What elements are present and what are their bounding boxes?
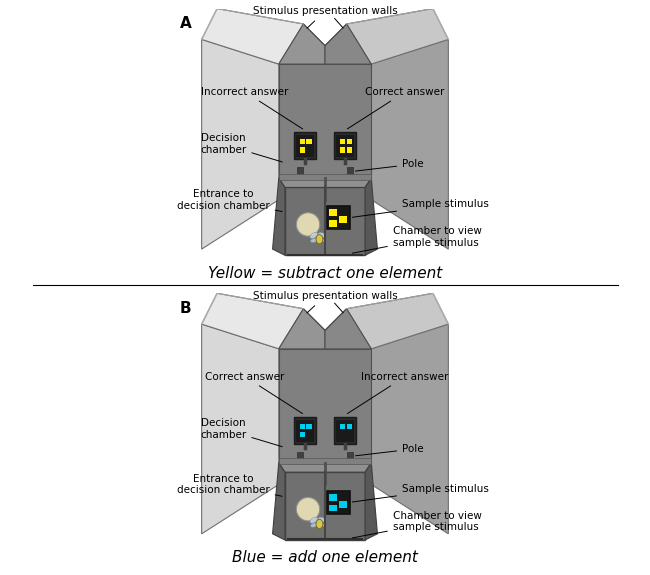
Polygon shape bbox=[279, 174, 371, 180]
Ellipse shape bbox=[310, 518, 318, 523]
Polygon shape bbox=[371, 40, 448, 249]
Text: Correct answer: Correct answer bbox=[347, 87, 445, 129]
Text: Correct answer: Correct answer bbox=[205, 371, 303, 413]
Circle shape bbox=[296, 497, 320, 521]
FancyBboxPatch shape bbox=[300, 424, 306, 429]
Text: Incorrect answer: Incorrect answer bbox=[347, 371, 449, 413]
Polygon shape bbox=[202, 40, 279, 249]
FancyBboxPatch shape bbox=[347, 167, 353, 178]
Text: Yellow = subtract one element: Yellow = subtract one element bbox=[208, 266, 442, 281]
Text: Incorrect answer: Incorrect answer bbox=[201, 87, 303, 129]
FancyBboxPatch shape bbox=[294, 132, 316, 159]
FancyBboxPatch shape bbox=[296, 420, 314, 442]
Text: Entrance to
decision chamber: Entrance to decision chamber bbox=[177, 474, 282, 496]
Text: Decision
chamber: Decision chamber bbox=[200, 418, 282, 447]
Text: Chamber to view
sample stimulus: Chamber to view sample stimulus bbox=[352, 226, 482, 253]
FancyBboxPatch shape bbox=[336, 420, 354, 442]
FancyBboxPatch shape bbox=[346, 139, 352, 144]
FancyBboxPatch shape bbox=[340, 139, 345, 144]
Polygon shape bbox=[279, 458, 371, 465]
Polygon shape bbox=[371, 324, 448, 534]
Text: Decision
chamber: Decision chamber bbox=[200, 133, 282, 162]
FancyBboxPatch shape bbox=[346, 424, 352, 429]
FancyBboxPatch shape bbox=[339, 501, 347, 508]
Text: Stimulus presentation walls: Stimulus presentation walls bbox=[253, 6, 397, 28]
FancyBboxPatch shape bbox=[329, 220, 337, 227]
FancyBboxPatch shape bbox=[329, 209, 337, 216]
Polygon shape bbox=[272, 178, 285, 255]
FancyBboxPatch shape bbox=[300, 147, 306, 152]
Polygon shape bbox=[279, 309, 325, 349]
FancyBboxPatch shape bbox=[347, 452, 353, 463]
Ellipse shape bbox=[310, 232, 318, 239]
Text: Entrance to
decision chamber: Entrance to decision chamber bbox=[177, 189, 282, 212]
FancyBboxPatch shape bbox=[300, 432, 306, 438]
Polygon shape bbox=[202, 324, 279, 534]
Polygon shape bbox=[272, 463, 285, 540]
Polygon shape bbox=[279, 463, 371, 472]
FancyBboxPatch shape bbox=[346, 147, 352, 152]
Text: Pole: Pole bbox=[356, 444, 424, 456]
FancyBboxPatch shape bbox=[326, 206, 350, 229]
FancyBboxPatch shape bbox=[296, 135, 314, 157]
FancyBboxPatch shape bbox=[339, 216, 347, 223]
FancyBboxPatch shape bbox=[336, 135, 354, 157]
Circle shape bbox=[296, 213, 320, 236]
Ellipse shape bbox=[318, 518, 326, 522]
Ellipse shape bbox=[311, 239, 317, 243]
FancyBboxPatch shape bbox=[340, 147, 345, 152]
Polygon shape bbox=[202, 9, 304, 64]
FancyBboxPatch shape bbox=[285, 187, 365, 255]
FancyBboxPatch shape bbox=[307, 424, 312, 429]
Text: Stimulus presentation walls: Stimulus presentation walls bbox=[253, 291, 397, 313]
FancyBboxPatch shape bbox=[285, 472, 365, 540]
Text: Sample stimulus: Sample stimulus bbox=[352, 200, 489, 217]
Ellipse shape bbox=[311, 523, 317, 527]
FancyBboxPatch shape bbox=[300, 139, 306, 144]
Ellipse shape bbox=[318, 239, 324, 242]
Polygon shape bbox=[346, 9, 448, 64]
Polygon shape bbox=[346, 293, 448, 349]
FancyBboxPatch shape bbox=[334, 417, 356, 444]
Ellipse shape bbox=[318, 232, 326, 237]
Ellipse shape bbox=[316, 519, 323, 528]
Polygon shape bbox=[325, 309, 371, 349]
Text: A: A bbox=[180, 16, 192, 31]
Text: Pole: Pole bbox=[356, 159, 424, 171]
FancyBboxPatch shape bbox=[326, 490, 350, 514]
FancyBboxPatch shape bbox=[334, 132, 356, 159]
Polygon shape bbox=[279, 349, 371, 485]
Polygon shape bbox=[325, 24, 371, 64]
Polygon shape bbox=[365, 463, 378, 540]
FancyBboxPatch shape bbox=[340, 424, 345, 429]
Polygon shape bbox=[202, 293, 304, 349]
Text: Chamber to view
sample stimulus: Chamber to view sample stimulus bbox=[352, 511, 482, 538]
Ellipse shape bbox=[318, 523, 324, 527]
FancyBboxPatch shape bbox=[307, 139, 312, 144]
Polygon shape bbox=[279, 64, 371, 200]
Polygon shape bbox=[279, 24, 325, 64]
Polygon shape bbox=[279, 178, 371, 187]
Text: Sample stimulus: Sample stimulus bbox=[352, 484, 489, 502]
FancyBboxPatch shape bbox=[294, 417, 316, 444]
Text: B: B bbox=[180, 301, 192, 316]
Ellipse shape bbox=[316, 235, 323, 244]
FancyBboxPatch shape bbox=[297, 452, 303, 463]
Text: Blue = add one element: Blue = add one element bbox=[232, 550, 418, 565]
FancyBboxPatch shape bbox=[329, 504, 337, 511]
FancyBboxPatch shape bbox=[329, 494, 337, 501]
Polygon shape bbox=[365, 178, 378, 255]
FancyBboxPatch shape bbox=[297, 167, 303, 178]
